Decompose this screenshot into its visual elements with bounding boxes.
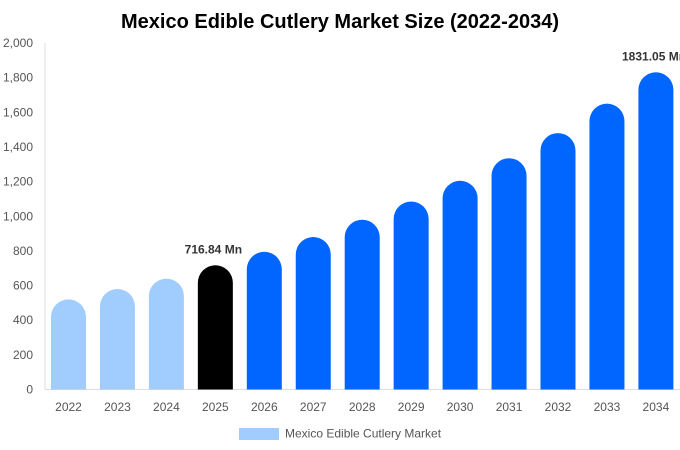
- y-tick-label: 200: [13, 348, 33, 362]
- y-tick-label: 1,400: [3, 140, 33, 154]
- bar-2031: [491, 158, 527, 390]
- x-tick-label: 2028: [349, 400, 376, 414]
- bar-2024: [148, 278, 184, 390]
- bar-2025: [197, 265, 233, 390]
- x-tick-label: 2023: [104, 400, 131, 414]
- x-tick-label: 2030: [447, 400, 474, 414]
- data-label: 1831.05 Mn: [622, 49, 680, 63]
- bar-2030: [442, 180, 478, 390]
- bar-2032: [540, 133, 576, 390]
- y-tick-label: 0: [26, 383, 33, 397]
- x-tick-label: 2034: [643, 400, 670, 414]
- y-tick-label: 2,000: [3, 36, 33, 50]
- x-tick-label: 2025: [202, 400, 229, 414]
- data-label: 716.84 Mn: [185, 242, 242, 256]
- bar-2029: [393, 201, 429, 390]
- y-tick-label: 1,800: [3, 71, 33, 85]
- x-tick-label: 2033: [594, 400, 621, 414]
- x-tick-label: 2024: [153, 400, 180, 414]
- y-tick-label: 800: [13, 244, 33, 258]
- legend-swatch: [239, 428, 279, 440]
- x-tick-label: 2022: [55, 400, 82, 414]
- y-tick-label: 400: [13, 313, 33, 327]
- x-tick-label: 2026: [251, 400, 278, 414]
- chart-title: Mexico Edible Cutlery Market Size (2022-…: [121, 11, 559, 33]
- x-tick-label: 2031: [496, 400, 523, 414]
- bar-2027: [295, 237, 331, 390]
- y-tick-label: 600: [13, 279, 33, 293]
- bar-2034: [638, 72, 674, 390]
- x-tick-label: 2032: [545, 400, 572, 414]
- y-tick-label: 1,000: [3, 209, 33, 223]
- y-tick-label: 1,200: [3, 175, 33, 189]
- y-tick-label: 1,600: [3, 105, 33, 119]
- x-tick-label: 2029: [398, 400, 425, 414]
- bar-2028: [344, 219, 380, 390]
- x-tick-label: 2027: [300, 400, 327, 414]
- bar-2033: [589, 103, 625, 390]
- bar-2023: [99, 289, 135, 390]
- bar-2026: [246, 251, 282, 390]
- bar-2022: [51, 299, 86, 390]
- legend-label: Mexico Edible Cutlery Market: [285, 427, 442, 441]
